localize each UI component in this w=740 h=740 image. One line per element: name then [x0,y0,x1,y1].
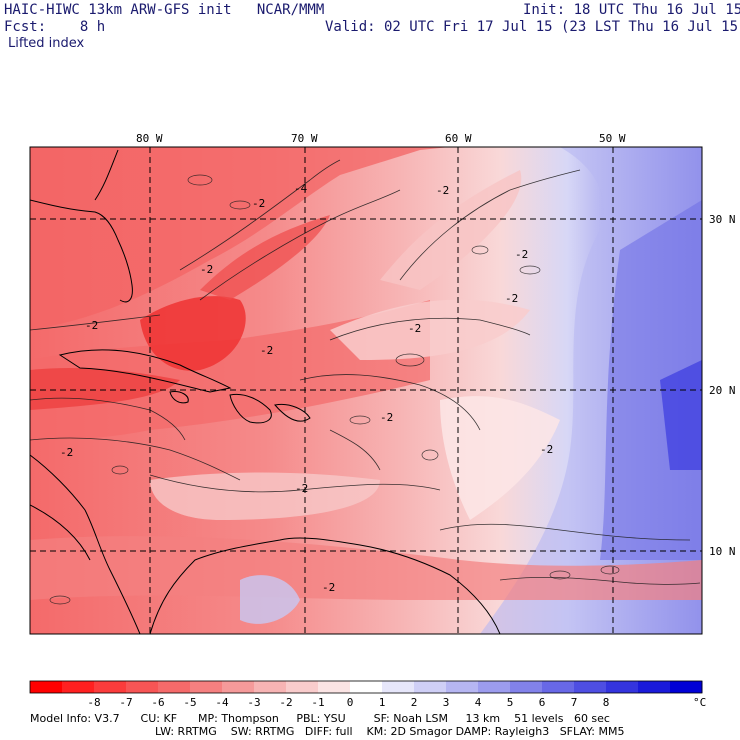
colorbar-tick-label: -4 [215,696,229,709]
colorbar-frame [29,680,703,694]
contour-label: -2 [436,184,450,197]
lat-lon-grid [30,147,702,634]
lon-label: 50 W [599,132,626,145]
colorbar-swatch [94,681,127,693]
contour-label: -2 [260,344,274,357]
colorbar-tick-label: 5 [506,696,514,709]
coastlines [30,149,501,634]
colorbar-tick-label: -3 [247,696,261,709]
contour-label: -2 [322,581,336,594]
contour-label: -2 [60,446,74,459]
contour-lines [30,159,701,585]
colorbar [29,680,703,694]
lon-label: 80 W [136,132,163,145]
lat-label: 20 N [709,384,736,397]
colorbar-swatch [158,681,191,693]
colorbar-tick-label: 8 [602,696,610,709]
colorbar-tick-label: 1 [378,696,386,709]
contour-label: -2 [505,292,519,305]
colorbar-swatch [670,681,703,693]
colorbar-swatch [574,681,607,693]
forecast-hour: Fcst: 8 h [4,19,106,35]
colorbar-swatch [286,681,319,693]
model-info-line1: Model Info: V3.7 CU: KF MP: Thompson PBL… [30,712,610,725]
init-time: Init: 18 UTC Thu 16 Jul 15 [523,2,740,18]
colorbar-swatch [542,681,575,693]
contour-label: -4 [294,182,308,195]
valid-time: Valid: 02 UTC Fri 17 Jul 15 (23 LST Thu … [325,19,740,35]
field-name: Lifted index [8,36,85,51]
colorbar-swatch [350,681,383,693]
contour-label: -2 [85,319,99,332]
contour-label: -2 [252,197,266,210]
lon-label: 70 W [291,132,318,145]
colorbar-tick-label: -8 [87,696,101,709]
contour-label: -2 [515,248,529,261]
colorbar-swatch [414,681,447,693]
contour-label: -2 [200,263,214,276]
colorbar-tick-label: 0 [346,696,354,709]
model-title: HAIC-HIWC 13km ARW-GFS init NCAR/MMM [4,2,325,18]
colorbar-tick-label: -6 [151,696,165,709]
colorbar-swatch [62,681,95,693]
lon-label: 60 W [445,132,472,145]
colorbar-swatch [254,681,287,693]
colorbar-swatch [318,681,351,693]
colorbar-tick-label: 3 [442,696,450,709]
colorbar-tick-label: -5 [183,696,197,709]
colorbar-swatch [190,681,223,693]
model-info-line2: LW: RRTMG SW: RRTMG DIFF: full KM: 2D Sm… [155,725,625,738]
contour-label: -2 [295,482,309,495]
lifted-index-field [30,147,702,634]
contour-label: -2 [408,322,422,335]
colorbar-tick-label: -7 [119,696,133,709]
lat-label: 30 N [709,213,736,226]
colorbar-swatch [126,681,159,693]
lat-label: 10 N [709,545,736,558]
contour-label: -2 [380,411,394,424]
map-frame [29,146,703,635]
colorbar-swatch [510,681,543,693]
contour-label: -2 [540,443,554,456]
colorbar-tick-label: -2 [279,696,293,709]
colorbar-swatch [606,681,639,693]
colorbar-tick-label: 6 [538,696,546,709]
colorbar-swatch [30,681,63,693]
colorbar-swatch [638,681,671,693]
colorbar-swatch [478,681,511,693]
colorbar-tick-label: 4 [474,696,482,709]
colorbar-unit: °C [693,696,707,709]
colorbar-swatch [222,681,255,693]
colorbar-tick-label: 2 [410,696,418,709]
colorbar-tick-label: 7 [570,696,578,709]
colorbar-tick-label: -1 [311,696,325,709]
colorbar-swatch [382,681,415,693]
colorbar-swatch [446,681,479,693]
